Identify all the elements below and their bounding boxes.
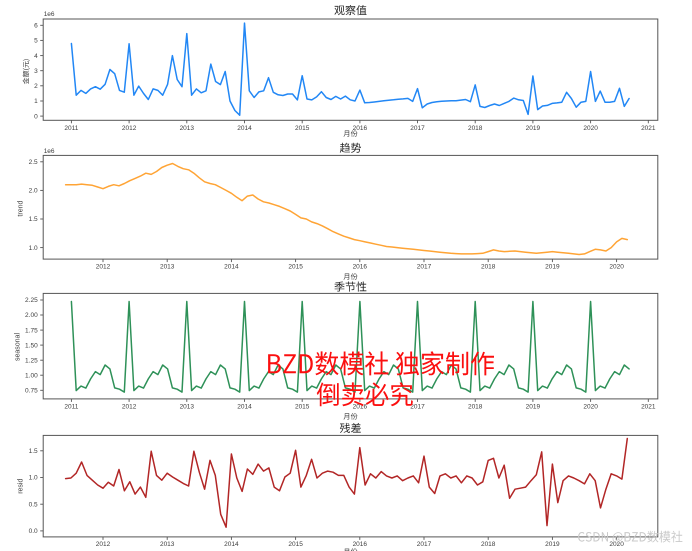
svg-text:2013: 2013	[180, 404, 195, 411]
svg-text:6: 6	[34, 23, 38, 30]
svg-text:1.0: 1.0	[29, 475, 38, 482]
svg-text:2018: 2018	[468, 125, 483, 132]
svg-text:2020: 2020	[583, 404, 598, 411]
svg-text:2019: 2019	[526, 404, 541, 411]
svg-text:2018: 2018	[481, 541, 496, 548]
svg-text:1.0: 1.0	[29, 245, 38, 252]
svg-text:3: 3	[34, 68, 38, 75]
svg-text:2018: 2018	[468, 404, 483, 411]
svg-text:2017: 2017	[417, 264, 432, 271]
svg-text:2016: 2016	[353, 541, 368, 548]
svg-text:0.75: 0.75	[25, 388, 38, 395]
svg-text:2017: 2017	[410, 404, 425, 411]
svg-text:2015: 2015	[288, 541, 303, 548]
svg-text:2020: 2020	[583, 125, 598, 132]
svg-text:trend: trend	[17, 201, 24, 217]
svg-text:0.5: 0.5	[29, 501, 38, 508]
svg-text:2012: 2012	[122, 125, 137, 132]
svg-text:2013: 2013	[160, 541, 175, 548]
svg-text:1.00: 1.00	[25, 372, 38, 379]
svg-text:2021: 2021	[641, 125, 656, 132]
svg-text:2014: 2014	[224, 541, 239, 548]
svg-text:1.25: 1.25	[25, 357, 38, 364]
svg-text:2020: 2020	[609, 541, 624, 548]
svg-text:2016: 2016	[353, 264, 368, 271]
svg-text:2014: 2014	[224, 264, 239, 271]
svg-text:2019: 2019	[526, 125, 541, 132]
svg-text:2: 2	[34, 83, 38, 90]
svg-text:1.5: 1.5	[29, 448, 38, 455]
svg-text:2017: 2017	[417, 541, 432, 548]
svg-text:1.75: 1.75	[25, 327, 38, 334]
svg-text:2016: 2016	[353, 125, 368, 132]
svg-text:2.0: 2.0	[29, 188, 38, 195]
svg-text:seasonal: seasonal	[14, 333, 21, 361]
svg-text:1e6: 1e6	[44, 11, 55, 18]
svg-text:2.00: 2.00	[25, 312, 38, 319]
svg-text:2.25: 2.25	[25, 297, 38, 304]
svg-text:resid: resid	[18, 479, 25, 494]
svg-text:2011: 2011	[64, 125, 78, 132]
svg-text:2020: 2020	[609, 264, 624, 271]
svg-text:2011: 2011	[64, 404, 78, 411]
svg-text:4: 4	[34, 53, 38, 60]
svg-text:5: 5	[34, 38, 38, 45]
svg-text:2013: 2013	[160, 264, 175, 271]
svg-text:2019: 2019	[545, 264, 560, 271]
svg-text:2015: 2015	[295, 125, 310, 132]
svg-text:2016: 2016	[353, 404, 368, 411]
svg-text:1e6: 1e6	[44, 148, 55, 155]
svg-text:1: 1	[34, 98, 38, 105]
svg-text:2.5: 2.5	[29, 159, 38, 166]
svg-text:2012: 2012	[96, 264, 111, 271]
svg-text:2019: 2019	[545, 541, 560, 548]
svg-text:1.5: 1.5	[29, 216, 38, 223]
svg-text:2015: 2015	[295, 404, 310, 411]
svg-text:2014: 2014	[237, 404, 252, 411]
svg-text:2015: 2015	[288, 264, 303, 271]
svg-text:1.50: 1.50	[25, 342, 38, 349]
svg-text:2021: 2021	[641, 404, 656, 411]
svg-text:2012: 2012	[96, 541, 111, 548]
svg-text:2013: 2013	[180, 125, 195, 132]
svg-text:0: 0	[34, 113, 38, 120]
svg-text:2018: 2018	[481, 264, 496, 271]
svg-text:2012: 2012	[122, 404, 137, 411]
svg-text:0.0: 0.0	[29, 528, 38, 535]
svg-text:2017: 2017	[410, 125, 425, 132]
svg-text:2014: 2014	[237, 125, 252, 132]
